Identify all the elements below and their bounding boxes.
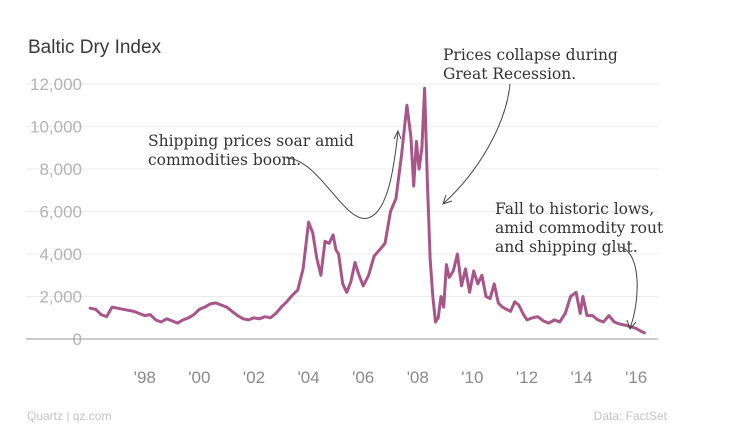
y-tick-label: 8,000 (39, 160, 82, 179)
x-tick-label: '10 (461, 368, 483, 387)
annotations: Shipping prices soar amid commodities bo… (148, 46, 668, 330)
y-tick-label: 6,000 (39, 203, 82, 222)
y-tick-label: 4,000 (39, 245, 82, 264)
annotation-boom-arrow (286, 131, 399, 219)
y-tick-label: 2,000 (39, 288, 82, 307)
x-tick-label: '06 (352, 368, 374, 387)
x-tick-label: '16 (625, 368, 647, 387)
annotation-historic-lows: Fall to historic lows, amid commodity ro… (495, 200, 668, 256)
y-axis-ticks: 0 2,000 4,000 6,000 8,000 10,000 12,000 (30, 75, 82, 349)
x-tick-label: '98 (134, 368, 156, 387)
annotation-collapse-line-2: Great Recession. (443, 65, 576, 83)
x-tick-label: '00 (188, 368, 210, 387)
annotation-lows-line-1: Fall to historic lows, (495, 200, 654, 218)
data-source: Data: FactSet (594, 409, 668, 423)
annotation-lows-arrowhead (626, 319, 637, 330)
y-tick-label: 0 (73, 330, 82, 349)
y-tick-label: 12,000 (30, 75, 82, 94)
annotation-collapse: Prices collapse during Great Recession. (443, 46, 623, 83)
annotation-boom: Shipping prices soar amid commodities bo… (148, 132, 359, 169)
x-tick-label: '12 (516, 368, 538, 387)
x-tick-label: '14 (570, 368, 592, 387)
x-axis-ticks: '98 '00 '02 '04 '06 '08 '10 '12 '14 '16 (134, 368, 648, 387)
annotation-boom-line-1: Shipping prices soar amid (148, 132, 354, 150)
x-tick-label: '08 (407, 368, 429, 387)
series-layer (88, 86, 646, 335)
annotation-lows-line-2: amid commodity rout (495, 219, 664, 237)
annotation-lows-line-3: and shipping glut. (495, 238, 638, 256)
y-tick-label: 10,000 (30, 118, 82, 137)
annotation-boom-line-2: commodities boom. (148, 151, 301, 169)
source-credit: Quartz | qz.com (27, 409, 111, 423)
annotation-collapse-line-1: Prices collapse during (443, 46, 618, 64)
x-tick-label: '04 (298, 368, 320, 387)
annotation-collapse-arrow (443, 83, 511, 204)
x-tick-label: '02 (243, 368, 265, 387)
series-line-baltic-dry-index (88, 86, 646, 335)
annotation-boom-arrowhead (393, 129, 402, 140)
annotation-collapse-arrowhead (442, 194, 453, 205)
gridlines (26, 83, 658, 340)
chart-title: Baltic Dry Index (28, 37, 162, 58)
annotation-lows-arrow (619, 246, 638, 329)
